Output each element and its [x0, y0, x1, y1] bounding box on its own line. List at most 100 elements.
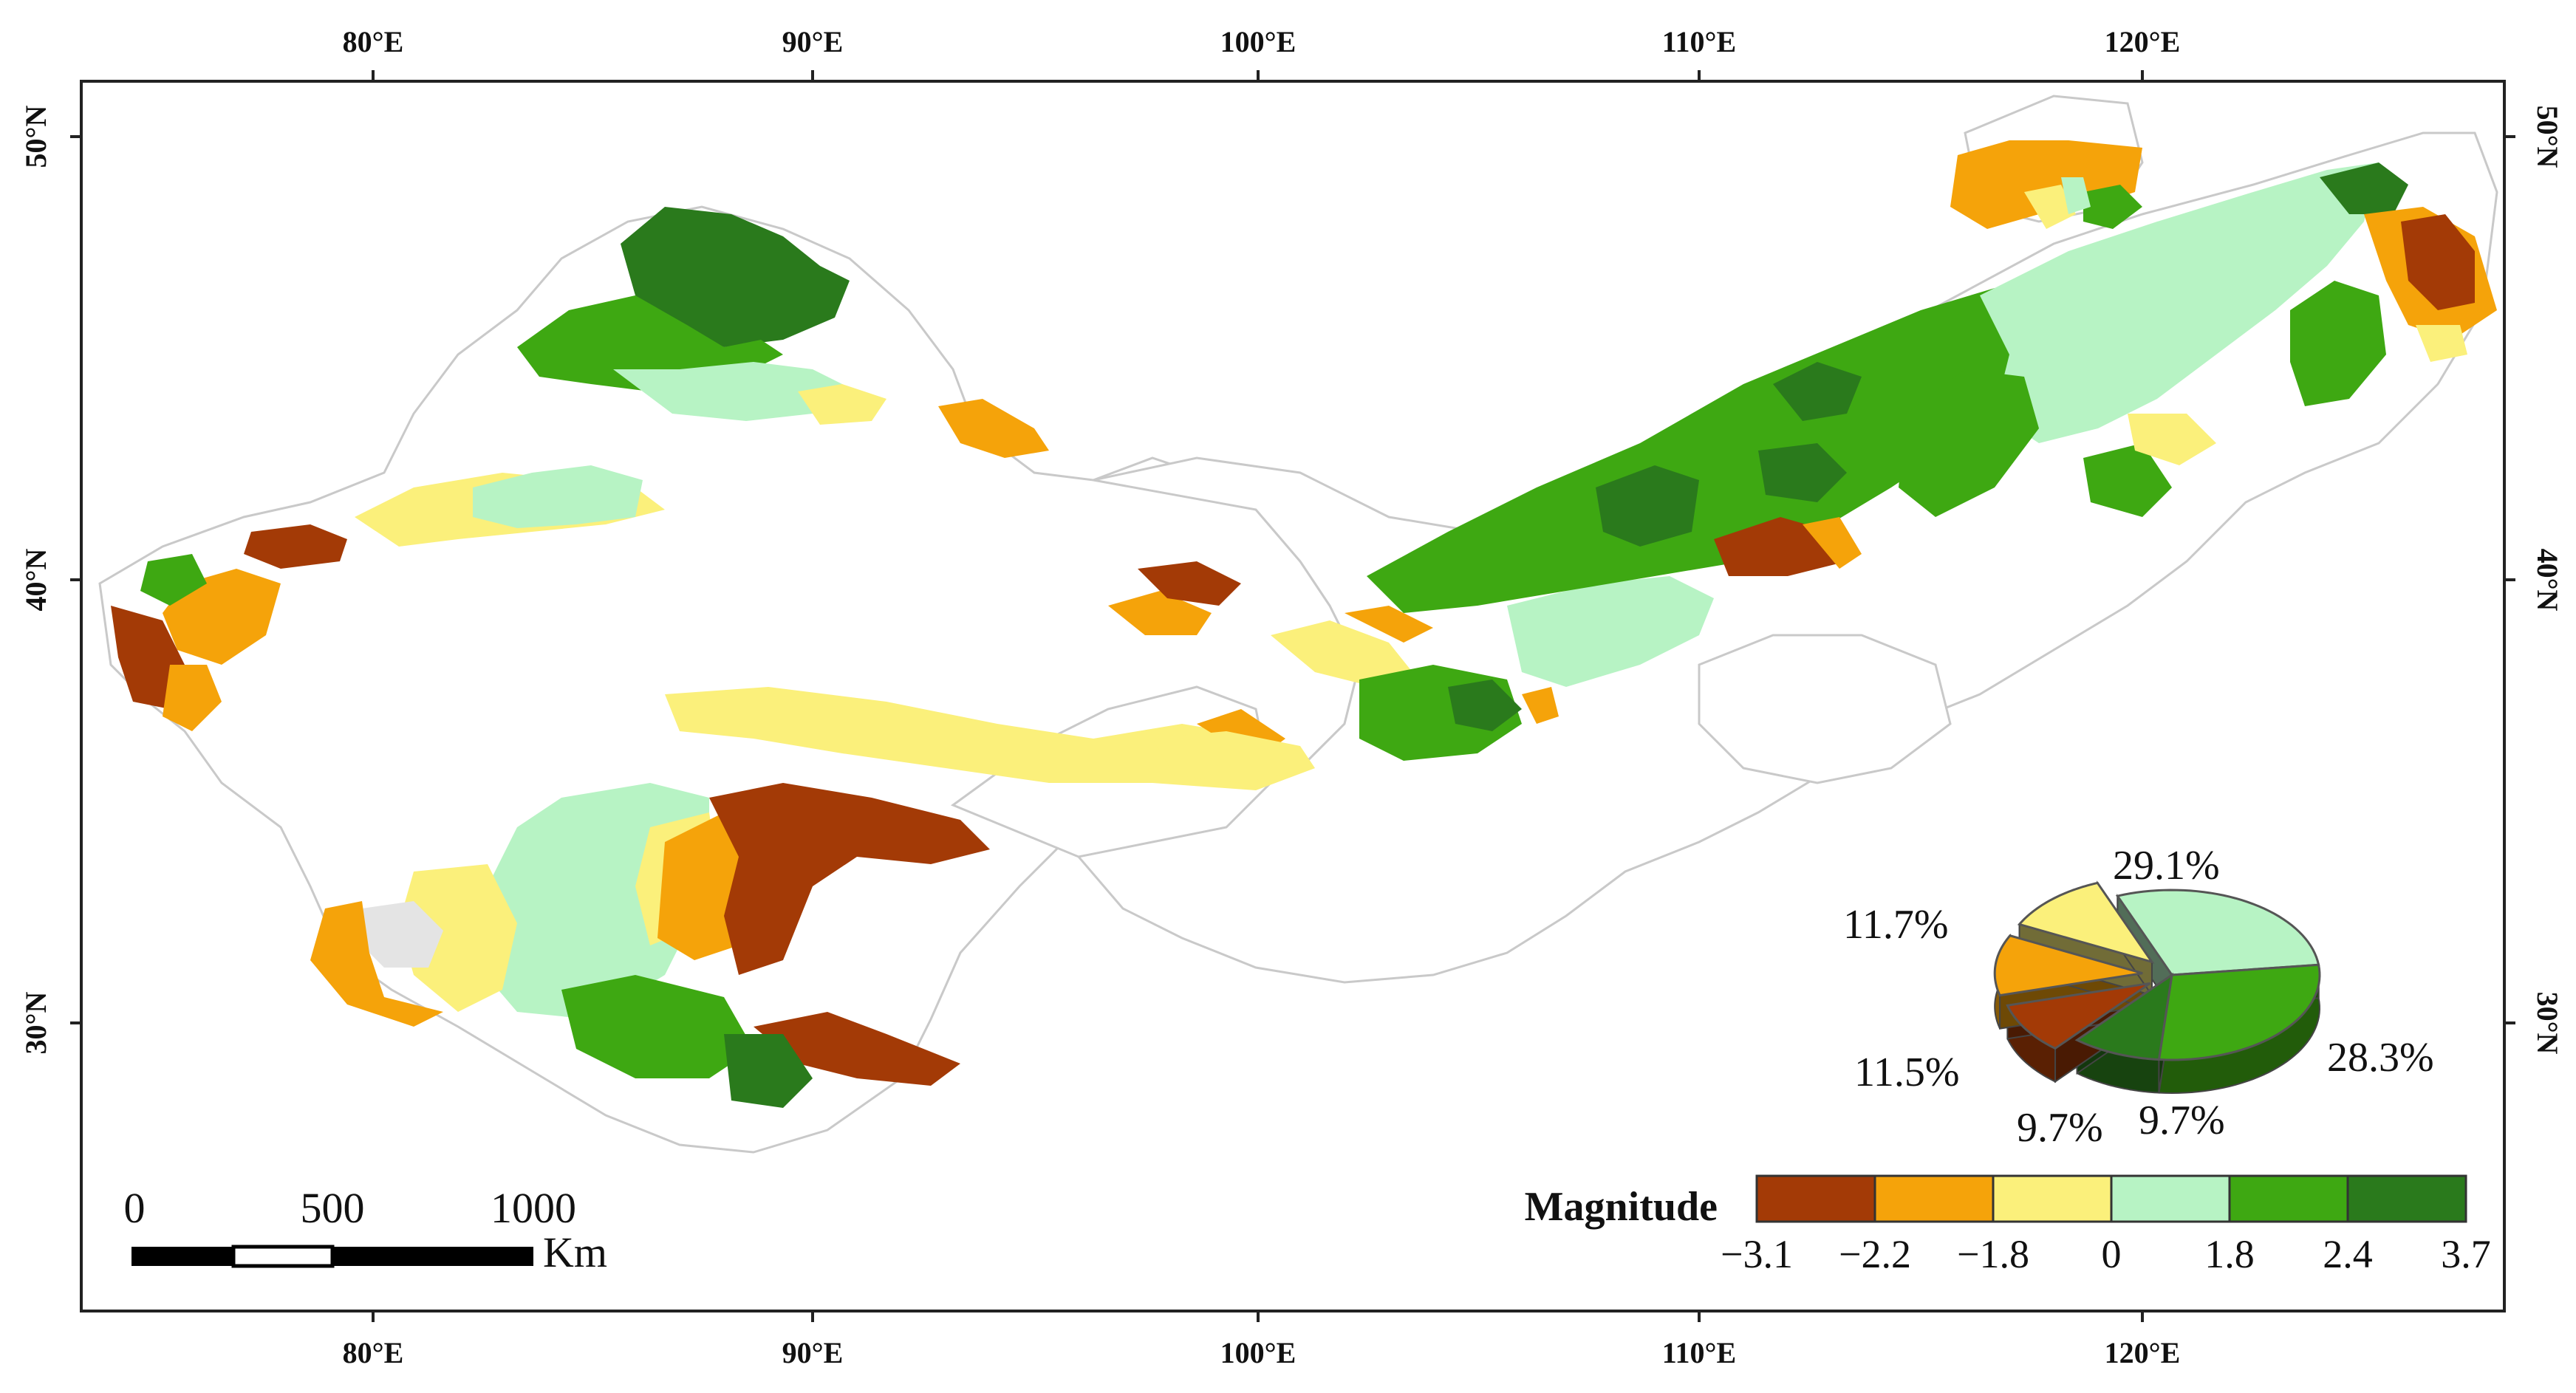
region-yellow-hulunlake [2024, 185, 2076, 229]
region-darkgreen-loess [1448, 680, 1522, 731]
region-brown-tibet [709, 783, 990, 975]
legend-swatch [1992, 1174, 2113, 1223]
legend-break-label: 1.8 [2204, 1232, 2255, 1276]
lat-label-right-40: 40°N [2531, 549, 2564, 612]
legend-title: Magnitude [1525, 1184, 1718, 1230]
region-orange-dzungaria [938, 399, 1049, 458]
pie-label-lightgreen: 29.1% [2113, 843, 2220, 889]
pie-slice [2017, 881, 2155, 964]
legend-break-label: −2.2 [1839, 1232, 1911, 1276]
pie-slice [2006, 982, 2151, 1050]
region-green-hulunlake [2083, 185, 2142, 229]
scale-bar-segment-2 [231, 1245, 335, 1268]
pie-label-yellow: 11.7% [1843, 902, 1949, 948]
region-darkgreen-innermongolia-2 [1773, 362, 1862, 421]
region-orange-hulunlake [1950, 140, 2142, 229]
pie-label-darkgreen: 9.7% [2139, 1098, 2225, 1143]
legend-break-label: 0 [2102, 1232, 2122, 1276]
region-yellow-tibet-west [399, 864, 517, 1012]
scale-label-1000: 1000 [491, 1184, 576, 1232]
region-green-tibet-south [561, 975, 754, 1078]
lat-label-left-30: 30°N [19, 991, 52, 1054]
lon-label-bottom-100: 100°E [1220, 1336, 1296, 1369]
region-darkgreen-innermongolia-1 [1596, 465, 1699, 547]
lon-label-bottom-90: 90°E [782, 1336, 844, 1369]
frame-ticks [70, 70, 2515, 1322]
lon-label-top-90: 90°E [782, 25, 844, 58]
legend-swatch [1755, 1174, 1876, 1223]
lon-label-top-80: 80°E [343, 25, 404, 58]
pie-slice [2157, 963, 2321, 1061]
lon-label-top-100: 100°E [1220, 25, 1296, 58]
region-yellow-dzungaria [798, 384, 886, 425]
legend-break-label: −1.8 [1957, 1232, 2029, 1276]
region-green-hulunbuir-1 [1899, 369, 2039, 517]
region-darkgreen-heilongjiang [2320, 162, 2408, 214]
region-brown-heilongjiang [2401, 214, 2475, 310]
region-orange-qaidam [1108, 591, 1212, 635]
pie-label-brown: 9.7% [2017, 1105, 2103, 1151]
region-orange-kashgar [163, 569, 281, 665]
region-orange-pamir [163, 665, 222, 731]
region-orange-hexi [1345, 606, 1433, 643]
region-lightgreen-tianshan [473, 465, 643, 528]
region-yellow-kunlun [665, 687, 1315, 790]
lat-label-left-50: 50°N [19, 105, 52, 168]
region-darkgreen-tibet-south [724, 1034, 813, 1108]
pie-slice [2074, 972, 2174, 1061]
region-gray-tibet [355, 901, 443, 968]
pie-slice [2115, 889, 2320, 976]
region-green-innermongolia [1367, 288, 2039, 613]
region-yellow-hulunbuir [2128, 414, 2216, 465]
legend-swatch [2346, 1174, 2467, 1223]
region-yellow-hexi [1271, 620, 1418, 687]
lat-label-right-50: 50°N [2531, 106, 2564, 168]
scale-label-500: 500 [301, 1184, 365, 1232]
region-green-hulunbuir-3 [2083, 443, 2172, 517]
legend-swatch [2110, 1174, 2231, 1223]
lon-label-top-120: 120°E [2105, 25, 2181, 58]
region-orange-beijing [1803, 517, 1862, 569]
pie-label-green: 28.3% [2327, 1035, 2434, 1081]
region-lightgreen-hulunlake [2061, 177, 2091, 214]
region-green-kashgar [140, 554, 207, 606]
region-yellow-heilongjiang [2416, 325, 2467, 362]
legend-break-label: 2.4 [2323, 1232, 2373, 1276]
region-brown-tibet-south [754, 1012, 960, 1086]
legend-swatch [2228, 1174, 2349, 1223]
region-lightgreen-ordos [1507, 576, 1714, 687]
lon-label-top-110: 110°E [1662, 25, 1736, 58]
region-dark-green-altai [621, 207, 850, 347]
legend-break-label: 3.7 [2441, 1232, 2491, 1276]
scale-bar [131, 1245, 533, 1268]
legend-color-bar [1755, 1174, 2467, 1223]
region-darkgreen-innermongolia-3 [1758, 443, 1847, 502]
region-lightgreen-hulunbuir [1980, 162, 2379, 443]
lon-label-bottom-80: 80°E [343, 1336, 404, 1369]
region-brown-westtianshan [244, 524, 347, 569]
lat-label-left-40: 40°N [19, 548, 52, 611]
region-lightgreen-dzungaria [613, 362, 857, 421]
lat-label-right-30: 30°N [2531, 992, 2564, 1055]
region-brown-pamir [111, 606, 185, 709]
lon-label-bottom-120: 120°E [2105, 1336, 2181, 1369]
pie-chart [1993, 880, 2321, 1095]
scale-label-0: 0 [124, 1184, 146, 1232]
magnitude-regions [111, 140, 2497, 1108]
region-green-hulunbuir-2 [2290, 281, 2386, 406]
region-brown-qilian [1138, 561, 1241, 606]
region-orange-loess [1522, 687, 1559, 724]
scale-unit: Km [543, 1228, 607, 1276]
pie-slice [1993, 934, 2143, 997]
scale-bar-segment-3 [332, 1247, 533, 1266]
lon-label-bottom-110: 110°E [1662, 1336, 1736, 1369]
region-yellow-sichuan [1152, 731, 1315, 783]
legend-swatch [1873, 1174, 1995, 1223]
region-orange-tibet-west [310, 901, 443, 1027]
legend-break-label: −3.1 [1721, 1232, 1793, 1276]
scale-bar-segment-1 [131, 1247, 233, 1266]
legend-break-labels: −3.1 −2.2 −1.8 0 1.8 2.4 3.7 [1721, 1232, 2491, 1276]
pie-label-orange: 11.5% [1854, 1050, 1960, 1095]
